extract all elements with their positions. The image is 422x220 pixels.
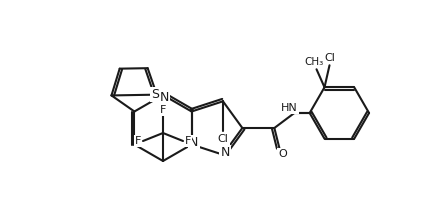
Text: N: N [160,90,169,103]
Text: F: F [160,105,166,115]
Text: O: O [278,149,287,159]
Text: F: F [135,136,141,146]
Text: CH₃: CH₃ [304,57,323,67]
Text: HN: HN [281,103,298,113]
Text: Cl: Cl [217,134,228,144]
Text: S: S [151,88,159,101]
Text: Cl: Cl [324,53,335,63]
Text: N: N [220,146,230,159]
Text: F: F [185,136,191,146]
Text: N: N [189,136,198,149]
